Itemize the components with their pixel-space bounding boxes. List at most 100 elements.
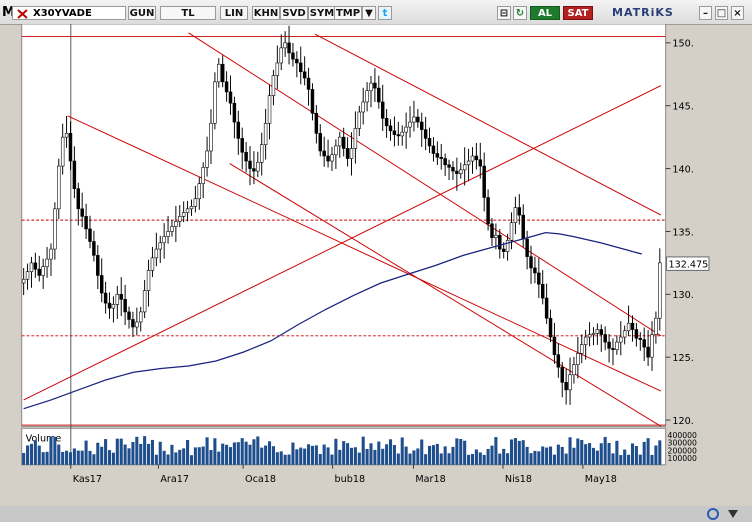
- lock-icon[interactable]: ⊟: [497, 6, 511, 20]
- dropdown-arrow-icon[interactable]: ▼: [362, 6, 376, 20]
- toolbar-button-sym[interactable]: SYM: [308, 6, 336, 20]
- volume-bar: [428, 445, 432, 465]
- price-candle: [135, 307, 139, 336]
- volume-bar: [650, 454, 654, 465]
- price-candle: [622, 325, 627, 345]
- price-candle: [556, 343, 561, 378]
- volume-bar: [455, 438, 459, 465]
- volume-bar: [143, 436, 147, 465]
- price-candle: [451, 161, 455, 180]
- trendline: [67, 115, 662, 392]
- x-tick-label: Kas17: [73, 474, 102, 485]
- volume-bar: [131, 441, 135, 465]
- volume-bar: [498, 453, 502, 465]
- price-candle: [349, 132, 354, 176]
- sell-button[interactable]: SAT: [563, 6, 593, 20]
- price-candle: [548, 309, 553, 343]
- price-candle: [338, 131, 342, 158]
- price-candle: [404, 112, 408, 149]
- close-window-icon[interactable]: ×: [731, 6, 744, 20]
- price-candle: [439, 143, 443, 170]
- price-candle: [529, 245, 533, 284]
- maximize-icon[interactable]: □: [715, 6, 728, 20]
- volume-bar: [349, 447, 354, 465]
- volume-bar: [420, 439, 424, 465]
- volume-bar: [291, 442, 295, 465]
- volume-bar: [369, 443, 373, 465]
- sync-icon[interactable]: [704, 507, 722, 521]
- volume-bar: [474, 449, 478, 465]
- volume-bar: [303, 448, 307, 465]
- price-candle: [540, 270, 545, 305]
- price-candle: [76, 182, 81, 226]
- symbol-selector[interactable]: X30YVADE: [12, 6, 126, 20]
- twitter-icon[interactable]: t: [378, 6, 392, 20]
- volume-bar: [92, 454, 96, 465]
- volume-bar: [412, 450, 416, 465]
- price-candle: [103, 281, 108, 314]
- price-candle: [49, 243, 53, 276]
- volume-bar: [178, 449, 182, 465]
- volume-bar: [338, 449, 342, 465]
- price-candle: [193, 185, 198, 213]
- toolbar-button-lin[interactable]: LIN: [220, 6, 248, 20]
- volume-bar: [357, 452, 361, 465]
- volume-bar: [615, 440, 619, 465]
- volume-bar: [271, 446, 275, 465]
- price-candle: [638, 332, 643, 351]
- moving-average-line: [23, 232, 642, 410]
- volume-bar: [463, 440, 467, 465]
- close-icon[interactable]: [16, 8, 30, 20]
- volume-bar: [642, 441, 646, 465]
- toolbar-button-khn[interactable]: KHN: [252, 6, 280, 20]
- price-candle: [490, 218, 494, 246]
- trendline: [229, 163, 662, 427]
- price-candle: [306, 67, 311, 106]
- volume-bar: [385, 444, 389, 465]
- toolbar-button-gun[interactable]: GUN: [128, 6, 156, 20]
- volume-bar: [467, 454, 471, 465]
- volume-bar: [537, 451, 541, 465]
- refresh-icon[interactable]: ↻: [513, 6, 527, 20]
- price-candle: [287, 25, 291, 65]
- price-candle: [455, 157, 459, 191]
- price-candle: [646, 330, 650, 367]
- volume-bar: [139, 443, 143, 465]
- volume-bar: [334, 438, 338, 465]
- price-candle: [88, 215, 92, 249]
- price-candle: [599, 324, 603, 352]
- volume-bar: [65, 450, 69, 465]
- volume-bar: [29, 443, 33, 465]
- price-candle: [650, 321, 654, 372]
- price-candle: [619, 321, 623, 356]
- buy-button[interactable]: AL: [530, 6, 560, 20]
- price-candle: [295, 51, 299, 78]
- volume-bar: [447, 453, 451, 465]
- volume-bar: [576, 438, 580, 465]
- toolbar-button-tmp[interactable]: TMP: [334, 6, 362, 20]
- price-candle: [271, 69, 276, 106]
- volume-bar: [244, 441, 248, 465]
- scroll-down-icon[interactable]: [726, 508, 740, 520]
- volume-bar: [533, 450, 537, 465]
- volume-bar: [611, 453, 615, 465]
- minimize-icon[interactable]: –: [699, 6, 712, 20]
- symbol-text: X30YVADE: [33, 8, 92, 19]
- y-tick-label: 130.: [672, 290, 693, 301]
- x-tick-label: Mar18: [415, 474, 445, 485]
- toolbar-button-tl[interactable]: TL: [160, 6, 216, 20]
- volume-bar: [603, 436, 607, 465]
- volume-bar: [166, 454, 170, 465]
- price-candle: [213, 72, 217, 130]
- price-candle: [263, 108, 268, 160]
- price-candle: [615, 335, 619, 355]
- volume-bar: [658, 440, 662, 465]
- price-candle: [162, 223, 166, 259]
- volume-bar: [147, 443, 151, 465]
- volume-bar: [310, 445, 314, 465]
- price-candle: [248, 146, 252, 186]
- toolbar-button-svd[interactable]: SVD: [280, 6, 308, 20]
- volume-bar: [584, 444, 588, 465]
- price-candle: [357, 105, 362, 137]
- volume-bar: [37, 445, 41, 465]
